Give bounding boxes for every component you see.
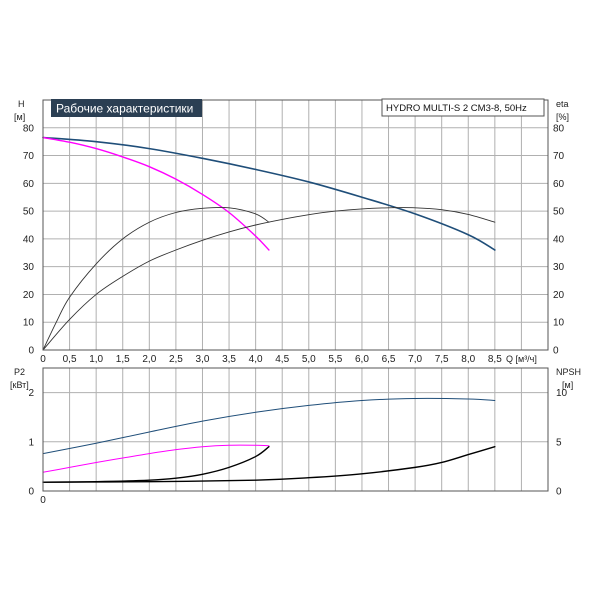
x-tick-label: 3,5 — [222, 354, 236, 365]
x-tick-label: 7,5 — [435, 354, 449, 365]
top-left-tick-label: 10 — [23, 318, 35, 329]
model-label: HYDRO MULTI-S 2 CM3-8, 50Hz — [386, 103, 527, 114]
bottom-series-3 — [42, 446, 270, 483]
top-left-axis-name: H — [18, 99, 25, 109]
top-right-tick-label: 80 — [553, 123, 565, 134]
x-tick-label: 2,5 — [169, 354, 183, 365]
x-tick-label: 6,5 — [382, 354, 396, 365]
x-axis-label: Q [м³/ч] — [506, 354, 537, 364]
top-left-tick-label: 60 — [23, 179, 35, 190]
x-tick-label: 0,5 — [63, 354, 77, 365]
x-tick-label: 8,0 — [461, 354, 475, 365]
top-right-tick-label: 50 — [553, 207, 565, 218]
bottom-left-axis-name: P2 — [14, 367, 25, 377]
x-tick-label: 3,0 — [196, 354, 210, 365]
x-tick-label: 8,5 — [488, 354, 502, 365]
top-right-axis-unit: [%] — [556, 112, 569, 122]
top-series-4 — [42, 207, 496, 351]
bottom-right-tick-label: 10 — [556, 388, 568, 399]
top-left-tick-label: 70 — [23, 151, 35, 162]
bottom-left-tick-label: 2 — [28, 388, 34, 399]
bottom-left-axis-unit: [кВт] — [10, 380, 29, 390]
bottom-left-tick-label: 1 — [28, 437, 34, 448]
bottom-right-tick-label: 5 — [556, 437, 562, 448]
bottom-right-axis-name: NPSH — [556, 367, 581, 377]
top-plot-frame — [42, 99, 549, 351]
top-series-3 — [42, 206, 270, 351]
top-left-tick-label: 20 — [23, 290, 35, 301]
bottom-series-4 — [42, 446, 496, 483]
chart-title-background — [51, 99, 202, 117]
top-left-tick-label: 0 — [28, 346, 34, 357]
top-left-axis-unit: [м] — [14, 112, 25, 122]
x-tick-label: 1,5 — [116, 354, 130, 365]
top-left-tick-label: 80 — [23, 123, 35, 134]
x-tick-label: 1,0 — [89, 354, 103, 365]
bottom-plot-frame — [42, 367, 549, 492]
curves — [42, 136, 496, 483]
axis-labels: 0 0,5 1,0 1,5 2,0 2,5 3,0 3,5 4,0 4,5 5,0 5,5 6,0 6,5… — [23, 123, 568, 506]
x-tick-label-bottom: 0 — [40, 495, 46, 506]
bottom-right-axis-unit: [м] — [562, 380, 573, 390]
top-right-tick-label: 0 — [553, 346, 559, 357]
top-right-tick-label: 60 — [553, 179, 565, 190]
x-tick-label: 2,0 — [142, 354, 156, 365]
top-right-tick-label: 70 — [553, 151, 565, 162]
x-tick-label: 5,5 — [328, 354, 342, 365]
top-left-tick-label: 50 — [23, 207, 35, 218]
x-tick-label: 5,0 — [302, 354, 316, 365]
x-tick-label: 0 — [40, 354, 46, 365]
bottom-right-tick-label: 0 — [556, 487, 562, 498]
top-left-tick-label: 30 — [23, 262, 35, 273]
x-tick-label: 4,5 — [275, 354, 289, 365]
grid — [42, 100, 549, 491]
top-right-tick-label: 10 — [553, 318, 565, 329]
top-right-tick-label: 30 — [553, 262, 565, 273]
top-right-axis-name: eta — [556, 99, 569, 109]
bottom-left-tick-label: 0 — [28, 487, 34, 498]
x-tick-label: 4,0 — [249, 354, 263, 365]
top-series-1 — [42, 136, 496, 251]
plot-frames — [42, 99, 549, 492]
top-right-tick-label: 20 — [553, 290, 565, 301]
top-right-tick-label: 40 — [553, 234, 565, 245]
model-label-box — [381, 98, 545, 117]
top-left-tick-label: 40 — [23, 234, 35, 245]
x-tick-label: 6,0 — [355, 354, 369, 365]
bottom-series-1 — [42, 397, 496, 455]
x-tick-label: 7,0 — [408, 354, 422, 365]
chart-title: Рабочие характеристики — [56, 102, 193, 116]
top-series-2 — [42, 136, 270, 251]
bottom-series-2 — [42, 444, 270, 473]
